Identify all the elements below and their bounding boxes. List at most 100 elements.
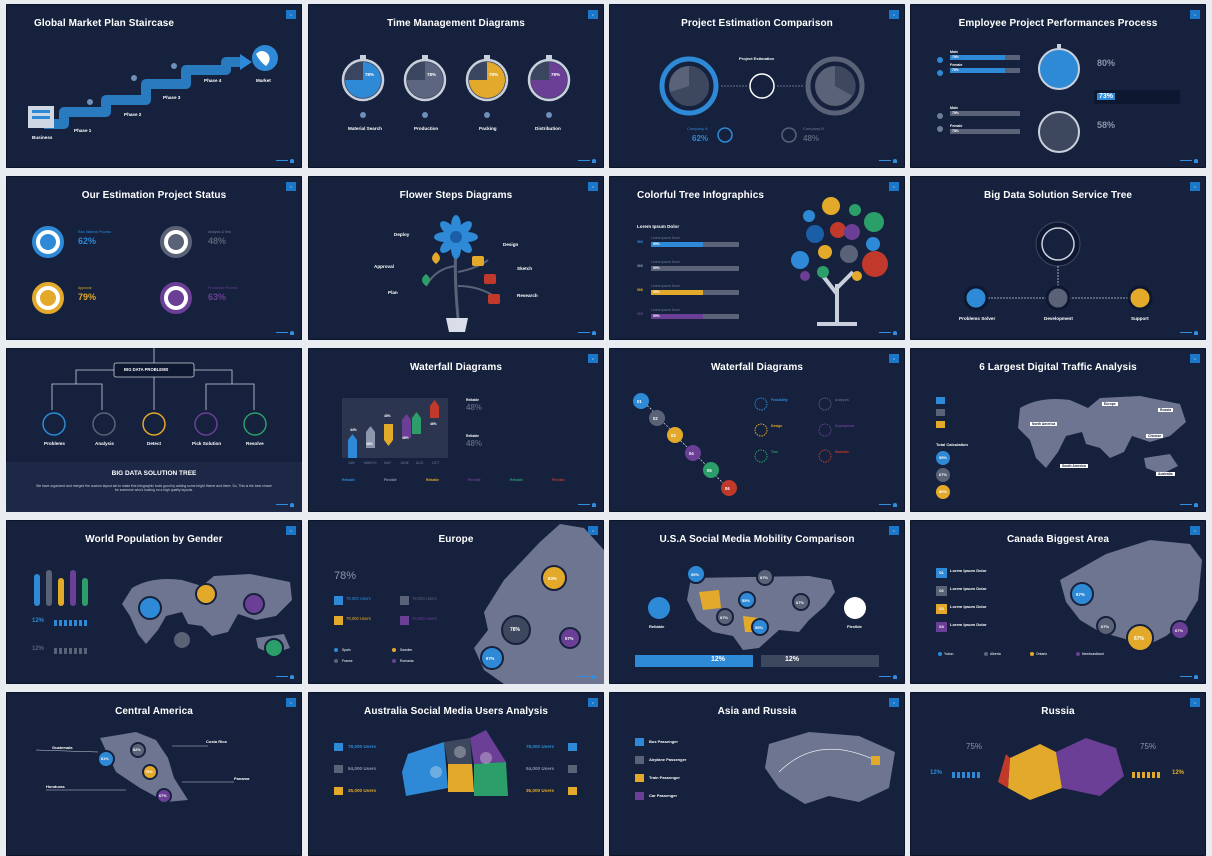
- slide-thumbnail[interactable]: Colorful Tree Infographics • Lorem Ipsum…: [609, 176, 905, 340]
- gender-percent: 12%: [32, 618, 45, 624]
- slide-thumbnail[interactable]: Our Estimation Project Status • Raw Mate…: [6, 176, 302, 340]
- slide-footer-logo: [1164, 502, 1198, 507]
- slide-title: Canada Biggest Area: [1006, 534, 1110, 545]
- slide-thumbnail[interactable]: Global Market Plan Staircase • Business …: [6, 4, 302, 168]
- label-analysis: Analysis: [95, 441, 114, 446]
- label-material-search: Material Search: [348, 126, 382, 131]
- label-packing: Packing: [479, 126, 497, 131]
- stopwatch-value: 78%: [365, 72, 375, 77]
- progress-bar: 59%: [651, 290, 739, 295]
- list-heading: Lorem Ipsum Dolor: [637, 224, 680, 229]
- slide-footer-logo: [260, 502, 294, 507]
- label-development: Development: [1044, 316, 1073, 321]
- country-label: Costa Rica: [206, 739, 227, 744]
- users-count: 78,000 Users: [346, 596, 371, 601]
- bar-value: 59%: [653, 242, 660, 246]
- region-label: Yukon: [944, 652, 954, 656]
- legend-item: Reliable: [342, 478, 356, 482]
- russia-small-percent: 12%: [930, 770, 943, 776]
- stat-value: 80%: [1097, 58, 1116, 68]
- item-label: Lorem Ipsum Dolor: [950, 586, 987, 591]
- waterfall-bar: [402, 420, 411, 438]
- waterfall-bar: [348, 440, 357, 458]
- population-map: [34, 570, 292, 658]
- slide-thumbnail[interactable]: 6 Largest Digital Traffic Analysis • Tot…: [910, 348, 1206, 512]
- center-label: Project Estimation: [739, 56, 775, 61]
- slide-thumbnail[interactable]: Employee Project Performances Process • …: [910, 4, 1206, 168]
- country-label: Panama: [234, 776, 250, 781]
- step-item: Analysis: [835, 398, 849, 402]
- list-num: 56K: [637, 240, 644, 244]
- axis-tick: JUNE: [400, 461, 409, 465]
- label-problems-solver: Problems Solver: [959, 316, 996, 321]
- slide-thumbnail[interactable]: Big Data Solution Service Tree • Problem…: [910, 176, 1206, 340]
- slide-thumbnail[interactable]: Flower Steps Diagrams •: [308, 176, 604, 340]
- world-map: [936, 396, 1186, 474]
- bar-value: 78%: [952, 111, 959, 115]
- slide-thumbnail[interactable]: Canada Biggest Area • 01 Lorem Ipsum Dol…: [910, 520, 1206, 684]
- label-market: Market: [256, 78, 271, 83]
- slide-thumbnail[interactable]: BIG DATA PROBLEMS Problems Analysis Dete…: [6, 348, 302, 512]
- slide-number-badge: •: [588, 526, 598, 535]
- slide-title: U.S.A Social Media Mobility Comparison: [659, 534, 855, 545]
- list-num: 56K: [637, 312, 644, 316]
- step-number: 01: [637, 399, 642, 404]
- step-number: 04: [689, 451, 694, 456]
- slide-thumbnail[interactable]: U.S.A Social Media Mobility Comparison •…: [609, 520, 905, 684]
- problems-tree-graphic: [6, 348, 302, 512]
- slide-number-badge: •: [286, 10, 296, 19]
- slide-footer-logo: [1164, 674, 1198, 679]
- slide-thumbnail[interactable]: Waterfall Diagrams • 44% 48% 45% 48% 46%…: [308, 348, 604, 512]
- users-count: 78,000 Users: [526, 744, 555, 749]
- slide-title: Waterfall Diagrams: [409, 362, 502, 373]
- label-problems: Problems: [44, 441, 65, 446]
- label-production: Production: [414, 126, 439, 131]
- russia-map: [952, 738, 1160, 800]
- axis-tick: OCT: [432, 461, 440, 465]
- passenger-item: Train Passenger: [649, 775, 680, 780]
- list-num: 56K: [637, 264, 644, 268]
- slide-thumbnail[interactable]: World Population by Gender • 12% 12%: [6, 520, 302, 684]
- row-label: Lorem Ipsum Dolor: [651, 260, 680, 264]
- map-value: 55%: [742, 598, 751, 603]
- slide-thumbnail[interactable]: Central America • Guatemala Honduras Cos…: [6, 692, 302, 856]
- calc-label: Total Calculation: [936, 442, 968, 447]
- label-approval: Approval: [374, 264, 394, 269]
- map-value: 67%: [720, 615, 729, 620]
- bar-label: 44%: [350, 428, 357, 432]
- slide-title: Employee Project Performances Process: [958, 18, 1158, 29]
- status-rings: [32, 226, 192, 314]
- slide-thumbnail[interactable]: Australia Social Media Users Analysis • …: [308, 692, 604, 856]
- bar-value: 59%: [653, 314, 660, 318]
- slide-thumbnail[interactable]: Asia and Russia • Bus Passenger Airplane…: [609, 692, 905, 856]
- slide-thumbnail[interactable]: Time Management Diagrams • 78%: [308, 4, 604, 168]
- asia-map: [635, 732, 895, 804]
- slide-number-badge: •: [588, 10, 598, 19]
- step-number: 02: [653, 416, 658, 421]
- legend-item: Reliable: [510, 478, 524, 482]
- step-number: 05: [707, 468, 712, 473]
- slide-thumbnail[interactable]: Europe • 78% 78,000 Users 78,000 Users 7…: [308, 520, 604, 684]
- bar-label: 45%: [384, 414, 391, 418]
- slide-thumbnail[interactable]: Russia • 75% 75% 12% 12%: [910, 692, 1206, 856]
- service-tree-graphic: [963, 221, 1153, 311]
- waterfall-chart: [342, 398, 448, 458]
- item-number: 03: [936, 604, 947, 614]
- axis-tick: AUG: [416, 461, 424, 465]
- item-number: 04: [936, 622, 947, 632]
- company-b-percent: 48%: [803, 134, 820, 143]
- label-research: Research: [517, 293, 538, 298]
- waterfall-steps-graphic: [633, 393, 832, 496]
- usa-map: [635, 564, 879, 667]
- side-label: Reliable: [466, 434, 480, 438]
- stopwatch-value: 78%: [489, 72, 499, 77]
- axis-tick: MAY: [384, 461, 392, 465]
- slide-thumbnail[interactable]: Waterfall Diagrams • 01 02 03 04 05 06 F…: [609, 348, 905, 512]
- europe-big-percent: 78%: [334, 570, 357, 582]
- slide-thumbnail-grid: Global Market Plan Staircase • Business …: [6, 4, 1206, 856]
- slide-thumbnail[interactable]: Project Estimation Comparison • Project …: [609, 4, 905, 168]
- country-name: Romania: [400, 659, 414, 663]
- slide-number-badge: •: [889, 354, 899, 363]
- users-count: 78,000 Users: [348, 744, 377, 749]
- bar-value: 59%: [653, 266, 660, 270]
